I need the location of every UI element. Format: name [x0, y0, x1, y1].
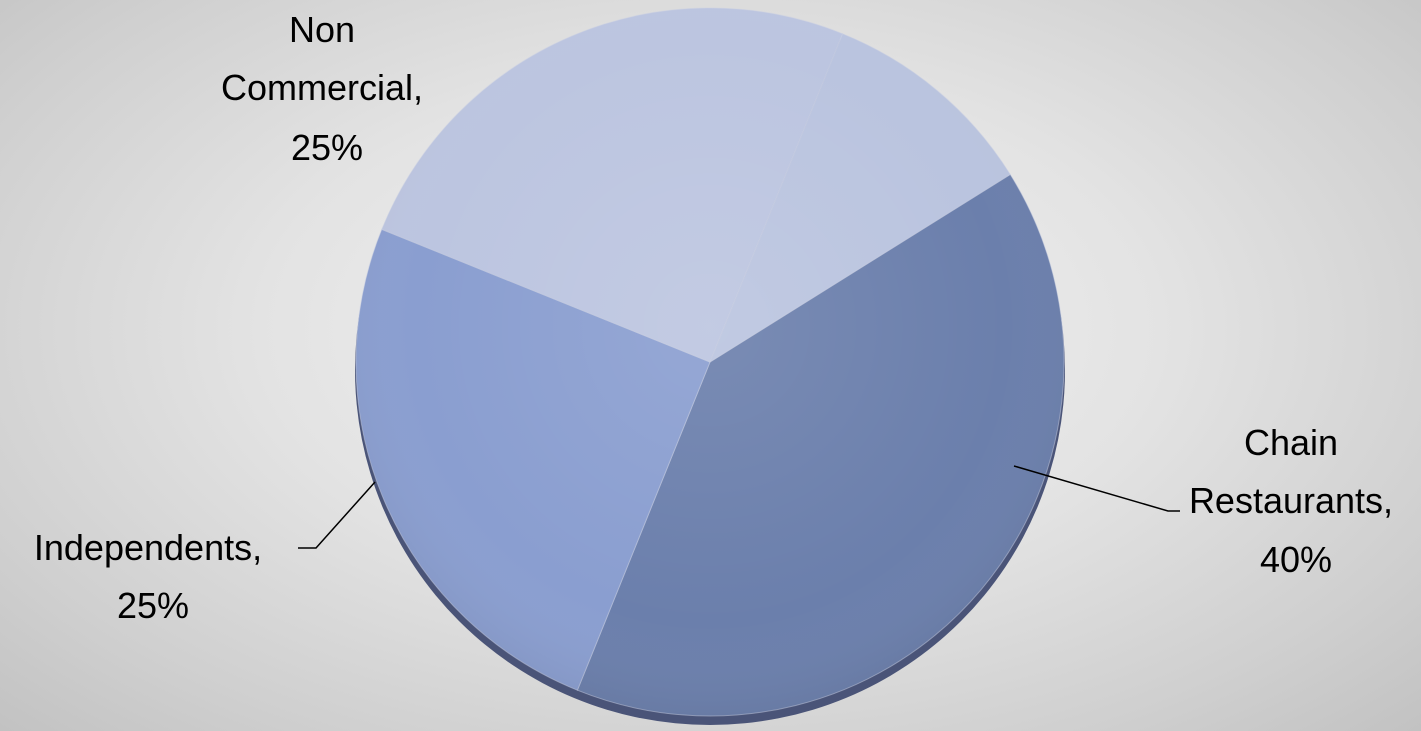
- slice-label-chain-restaurants: Chain Restaurants, 40%: [1189, 422, 1403, 580]
- leader-line-chain-restaurants: [1013, 465, 1180, 512]
- pie-shading: [356, 8, 1064, 716]
- leader-line-independents: [298, 481, 376, 549]
- slice-label-independents: Independents, 25%: [34, 527, 272, 626]
- slice-label-non-commercial: Non Commercial, 25%: [221, 9, 433, 168]
